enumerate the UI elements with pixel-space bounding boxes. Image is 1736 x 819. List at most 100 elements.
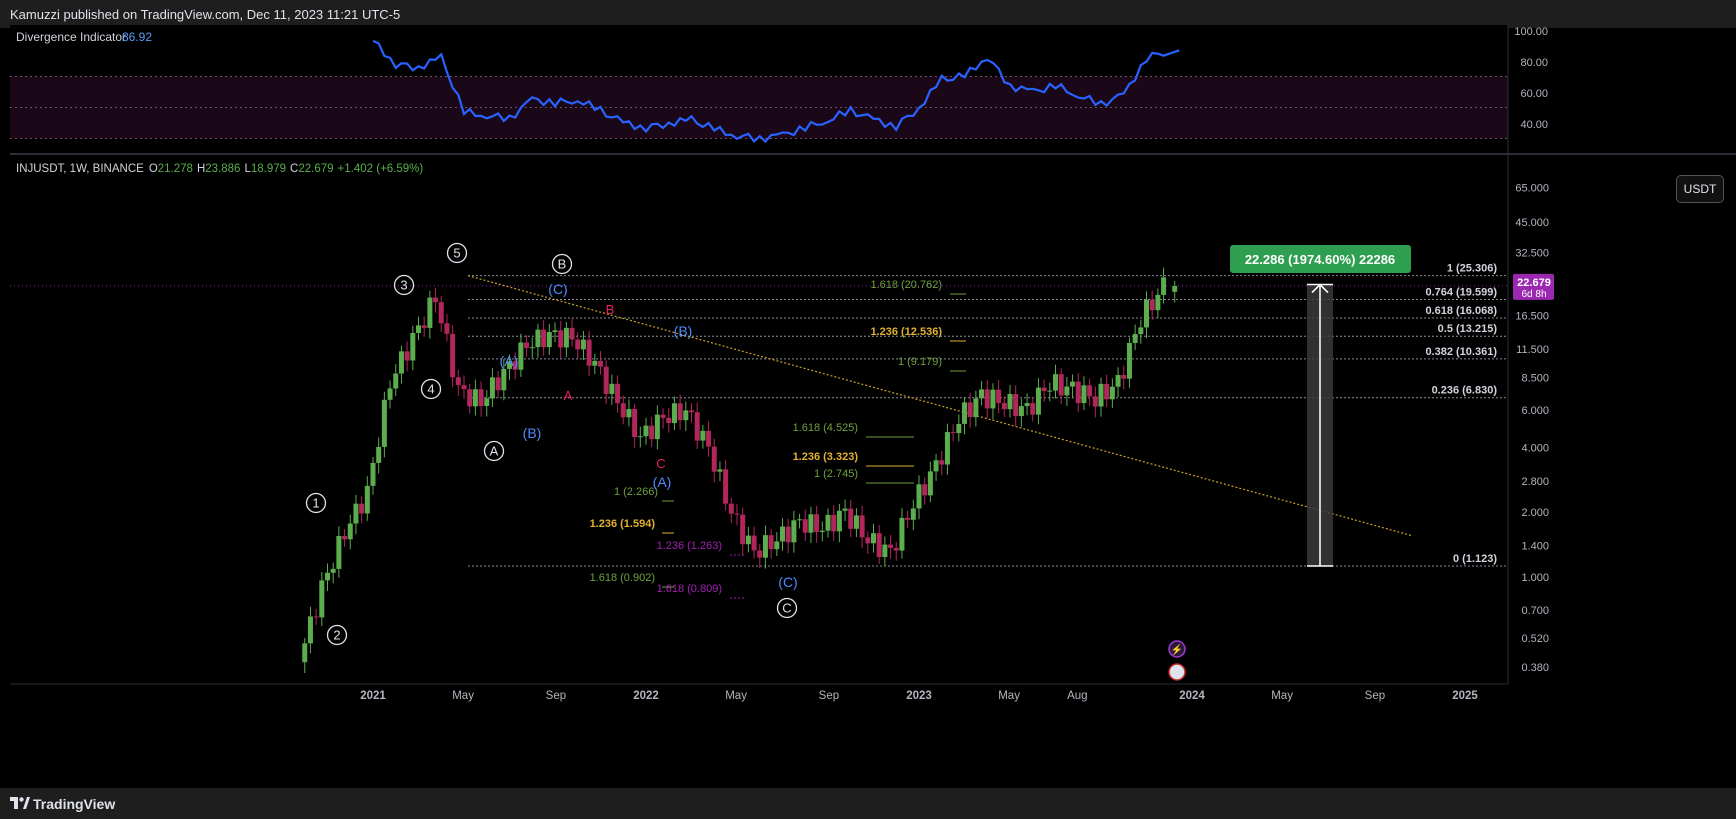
candle-body <box>927 471 933 496</box>
candle-body <box>723 469 729 504</box>
legend-item: 21.278 <box>158 163 193 175</box>
candle-body <box>848 508 854 529</box>
price-axis-label: 8.500 <box>1521 372 1549 384</box>
candle-body <box>859 515 865 538</box>
fib-extension-label: 1 (2.266) <box>614 486 658 498</box>
candle-body <box>398 351 404 374</box>
oscillator-pane <box>10 25 1736 155</box>
candle-body <box>359 503 365 514</box>
candle-body <box>825 514 831 531</box>
candle-body <box>1018 406 1024 417</box>
candle-body <box>1092 396 1098 407</box>
brand-text[interactable]: TradingView <box>33 796 116 812</box>
time-axis-label: May <box>998 690 1020 702</box>
price-axis-label: 11.500 <box>1516 344 1549 356</box>
candle-body <box>836 510 842 532</box>
wave-label-blue: (B) <box>674 323 693 339</box>
legend-item: 23.886 <box>205 163 240 175</box>
time-axis-label: 2021 <box>360 690 386 702</box>
legend-item: INJUSDT, 1W, BINANCE <box>16 163 144 175</box>
candle-body <box>677 403 683 421</box>
candle-body <box>1109 386 1115 400</box>
candle-body <box>774 541 780 550</box>
wave-label: A <box>490 444 499 459</box>
candle-body <box>569 327 575 340</box>
wave-label: 5 <box>453 246 460 261</box>
candle-body <box>342 535 348 540</box>
candle-body <box>620 403 626 418</box>
time-axis-label: Sep <box>546 690 566 702</box>
wave-label-red: A <box>564 388 573 403</box>
fib-extension-label: 1.618 (0.902) <box>590 572 655 584</box>
candle-body <box>603 366 609 394</box>
candle-body <box>626 409 632 418</box>
candle-body <box>1115 375 1121 387</box>
candle-body <box>1035 387 1041 415</box>
current-price-tag <box>1513 273 1554 300</box>
indicator-value: 86.92 <box>122 30 152 44</box>
candle-body <box>541 329 547 348</box>
candle-body <box>609 383 615 394</box>
candle-body <box>580 339 586 350</box>
candle-body <box>700 430 706 441</box>
wave-label: 2 <box>333 628 340 643</box>
fib-level-label: 0.236 (6.830) <box>1432 385 1498 397</box>
price-axis-label: 65.000 <box>1515 183 1549 195</box>
candle-body <box>1132 334 1138 343</box>
fib-extension-label: 1.236 (1.263) <box>657 540 722 552</box>
candle-body <box>979 389 985 399</box>
candle-body <box>438 302 444 324</box>
wave-label: 1 <box>312 496 319 511</box>
candle-body <box>444 323 450 334</box>
candle-body <box>404 351 410 361</box>
wave-label: 4 <box>427 382 434 397</box>
candle-body <box>302 643 308 663</box>
candle-body <box>586 339 592 366</box>
currency-button[interactable]: USDT <box>1676 175 1724 203</box>
time-axis-label: 2023 <box>906 690 932 702</box>
candle-body <box>666 417 672 424</box>
wave-circle <box>483 440 505 462</box>
candle-body <box>831 514 837 532</box>
candle-body <box>814 514 820 532</box>
fib-level-label: 0.5 (13.215) <box>1438 323 1498 335</box>
candle-body <box>694 412 700 441</box>
candle-body <box>802 519 808 533</box>
candle-body <box>524 342 530 348</box>
wave-label-blue: (B) <box>523 425 542 441</box>
candle-body <box>364 485 370 514</box>
candle-body <box>933 460 939 472</box>
candle-body <box>313 616 319 618</box>
time-axis-label: 2022 <box>633 690 659 702</box>
candle-body <box>1138 327 1144 335</box>
candle-body <box>717 469 723 472</box>
candle-body <box>1001 402 1007 410</box>
time-axis-label: May <box>1271 690 1293 702</box>
footer-bar: TradingView <box>0 788 1736 819</box>
candle-body <box>1030 403 1036 415</box>
candle-body <box>615 383 621 404</box>
wave-circle <box>420 378 442 400</box>
candle-body <box>643 425 649 437</box>
fib-extension-label: 1.236 (3.323) <box>793 451 859 463</box>
time-axis-label: 2024 <box>1179 690 1205 702</box>
measure-badge-label: 22.286 (1974.60%) 22286 <box>1245 252 1395 267</box>
event-icon <box>1168 640 1186 658</box>
candle-body <box>689 410 694 413</box>
candle-body <box>353 503 359 524</box>
candle-body <box>347 523 353 540</box>
oscillator-axis-label: 60.00 <box>1520 88 1548 100</box>
candle-body <box>893 547 899 551</box>
candle-body <box>865 537 871 544</box>
publish-header: Kamuzzi published on TradingView.com, De… <box>0 0 1736 28</box>
candle-body <box>950 432 956 434</box>
candle-body <box>910 508 916 520</box>
time-axis-label: 2025 <box>1452 690 1478 702</box>
legend-item: L <box>244 163 251 175</box>
trendline <box>467 275 1414 537</box>
measure-badge <box>1230 245 1411 273</box>
candle-body <box>632 409 638 438</box>
candle-body <box>706 430 712 447</box>
